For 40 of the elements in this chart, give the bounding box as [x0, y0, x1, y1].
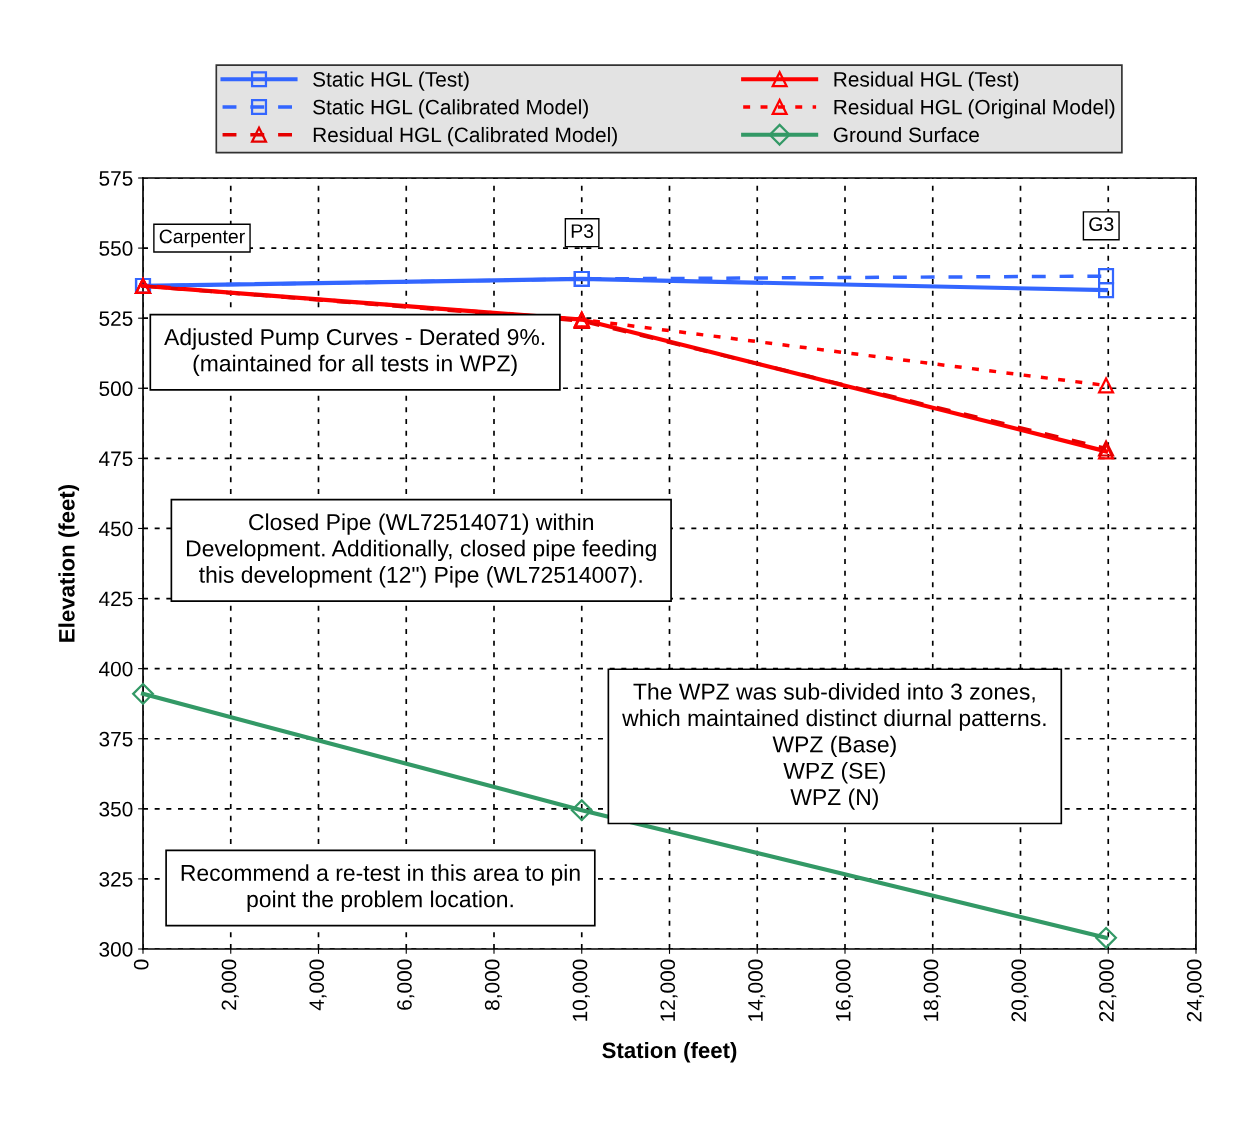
- x-tick-label: 10,000: [572, 959, 590, 1021]
- y-axis-title: Elevation (feet): [58, 484, 80, 642]
- annotation: Closed Pipe (WL72514071) within Development. Additionally, closed pipe feeding this development (12") Pipe (WL72514007).: [187, 513, 656, 588]
- x-tick-label: 24,000: [1186, 959, 1205, 1022]
- y-tick-label: 425: [99, 591, 133, 607]
- annotation: P3: [571, 224, 594, 238]
- y-tick-label: 325: [99, 871, 133, 887]
- legend-label: Static HGL (Test): [313, 71, 469, 91]
- legend-label: Residual HGL (Test): [834, 71, 1019, 91]
- x-tick-label: 8,000: [484, 959, 503, 1010]
- x-tick-label: 0: [133, 959, 149, 970]
- legend-label: Residual HGL (Calibrated Model): [313, 126, 617, 147]
- y-tick-label: 575: [99, 171, 133, 186]
- y-tick-label: 350: [99, 801, 133, 817]
- x-tick-label: 2,000: [221, 959, 239, 1010]
- x-tick-label: 18,000: [923, 959, 941, 1021]
- y-tick-label: 550: [99, 241, 133, 256]
- x-tick-label: 6,000: [397, 959, 415, 1010]
- y-tick-label: 450: [99, 521, 133, 537]
- x-tick-label: 16,000: [835, 959, 854, 1021]
- annotation: The WPZ was sub-divided into 3 zones, which maintained distinct diurnal patterns. WPZ (Base) WPZ (SE) WPZ (N): [622, 683, 1046, 810]
- y-tick-label: 500: [99, 381, 133, 397]
- annotation: Carpenter: [159, 229, 245, 248]
- annotation: Adjusted Pump Curves - Derated 9%. (maintained for all tests in WPZ): [164, 328, 545, 377]
- legend-label: Static HGL (Calibrated Model): [313, 99, 588, 119]
- x-tick-label: 4,000: [309, 959, 327, 1011]
- legend-label: Residual HGL (Original Model): [834, 99, 1115, 119]
- x-axis-title: Station (feet): [602, 1041, 737, 1063]
- x-tick-label: 14,000: [748, 959, 766, 1021]
- y-tick-label: 525: [99, 311, 133, 326]
- x-tick-label: 22,000: [1099, 959, 1117, 1022]
- annotation: G3: [1089, 217, 1114, 232]
- y-tick-label: 475: [99, 451, 133, 467]
- y-tick-label: 300: [99, 942, 133, 957]
- legend-label: Ground Surface: [833, 126, 979, 143]
- x-tick-label: 20,000: [1011, 959, 1029, 1022]
- annotation: Recommend a re-test in this area to pin point the problem location.: [181, 864, 580, 912]
- x-tick-label: 12,000: [660, 959, 678, 1021]
- y-tick-label: 375: [99, 731, 133, 747]
- y-tick-label: 400: [99, 661, 133, 677]
